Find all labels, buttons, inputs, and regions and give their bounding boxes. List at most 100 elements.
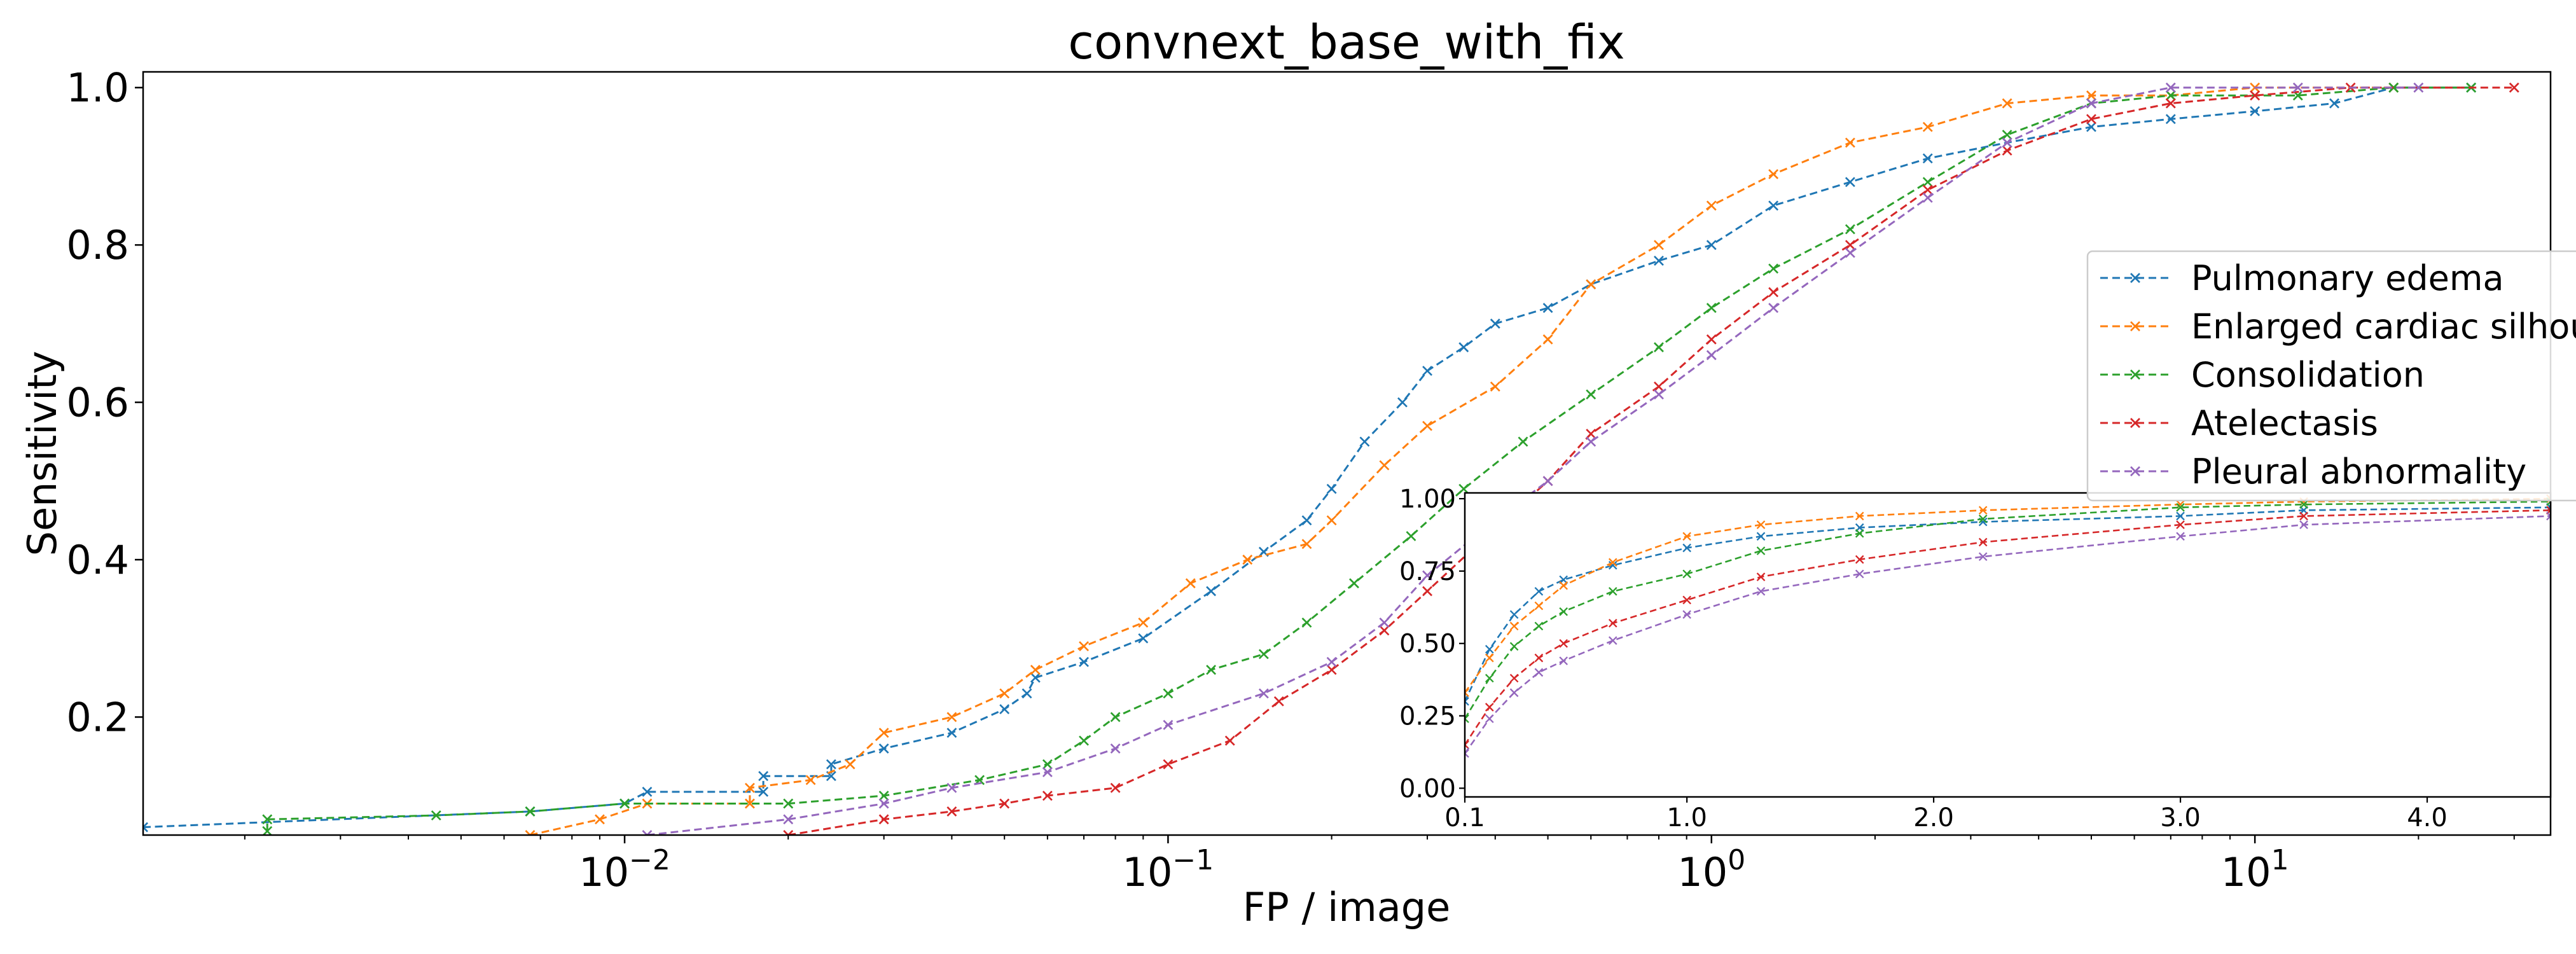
legend-label: Atelectasis xyxy=(2191,403,2378,443)
main-point-marker xyxy=(758,787,769,797)
legend: Pulmonary edema Enlarged cardiac silhouet… xyxy=(2086,250,2576,502)
legend-marker xyxy=(2130,466,2140,476)
main-point-marker xyxy=(758,771,769,782)
x-tick-label: 10−2 xyxy=(579,844,670,895)
inset-point-marker xyxy=(1534,668,1544,677)
inset-x-tick-label: 2.0 xyxy=(1913,803,1954,833)
y-tick-label: 0.2 xyxy=(66,694,129,740)
inset-point-marker xyxy=(1855,569,1864,579)
main-point-marker xyxy=(744,782,755,793)
main-point-marker xyxy=(1326,665,1337,675)
legend-items: Pulmonary edema Enlarged cardiac silhouet… xyxy=(2100,258,2576,492)
main-point-marker xyxy=(878,743,889,754)
main-point-marker xyxy=(2165,82,2176,93)
inset-point-marker xyxy=(1756,546,1766,555)
main-point-marker xyxy=(1458,342,1469,352)
main-point-marker xyxy=(2165,114,2176,125)
inset-point-marker xyxy=(1608,636,1617,645)
chart-title: convnext_base_with_fix xyxy=(1068,15,1624,70)
inset-point-marker xyxy=(2176,511,2185,521)
main-point-marker xyxy=(1206,586,1217,597)
main-point-marker xyxy=(1110,712,1121,722)
main-point-marker xyxy=(1845,137,1855,148)
main-point-marker xyxy=(878,798,889,809)
main-point-marker xyxy=(1079,735,1090,746)
main-point-marker xyxy=(946,782,957,793)
main-point-marker xyxy=(1706,334,1717,345)
main-point-marker xyxy=(1422,586,1433,597)
inset-point-marker xyxy=(1855,511,1864,521)
legend-item-consolidation: Consolidation xyxy=(2100,355,2425,395)
main-point-marker xyxy=(1021,688,1032,699)
main-point-marker xyxy=(878,728,889,738)
inset-point-marker xyxy=(1485,653,1494,663)
inset-point-marker xyxy=(1559,639,1568,648)
main-point-marker xyxy=(1922,184,1933,195)
inset-point-marker xyxy=(1485,645,1494,654)
main-point-marker xyxy=(1349,578,1359,589)
inset-plot-frame xyxy=(1464,492,2552,798)
main-point-marker xyxy=(1242,555,1253,565)
legend-label: Consolidation xyxy=(2191,355,2425,395)
main-point-marker xyxy=(1030,665,1041,675)
inset-x-tick-label: 0.1 xyxy=(1444,803,1485,833)
inset-point-marker xyxy=(1509,688,1519,697)
inset-point-marker xyxy=(1465,714,1469,723)
x-tick-label: 10−1 xyxy=(1123,844,1214,895)
legend-item-atelectasis: Atelectasis xyxy=(2100,403,2378,443)
main-point-marker xyxy=(1845,177,1855,188)
main-point-marker xyxy=(1258,649,1269,660)
inset-x-tick-label: 3.0 xyxy=(2160,803,2201,833)
main-point-marker xyxy=(1422,570,1433,581)
main-point-marker xyxy=(1030,672,1041,683)
main-point-marker xyxy=(642,787,653,797)
main-point-marker xyxy=(1406,530,1416,541)
main-point-marker xyxy=(2509,82,2519,93)
inset-y-tick-label: 0.75 xyxy=(1399,557,1456,586)
main-point-marker xyxy=(1163,688,1174,699)
main-point-marker xyxy=(262,826,273,835)
inset-point-marker xyxy=(1534,586,1544,596)
inset-point-marker xyxy=(1534,653,1544,663)
main-point-marker xyxy=(2250,90,2261,101)
y-tick-label: 0.6 xyxy=(66,380,129,426)
main-line-pulmonary-edema xyxy=(143,86,2472,829)
main-point-marker xyxy=(525,806,536,817)
inset-point-marker xyxy=(1756,520,1766,529)
inset-point-marker xyxy=(1559,581,1568,590)
inset-point-marker xyxy=(1978,515,1988,523)
main-point-marker xyxy=(878,814,889,825)
main-point-marker xyxy=(783,830,794,835)
main-point-marker xyxy=(1042,791,1053,801)
main-point-marker xyxy=(1458,483,1469,494)
main-point-marker xyxy=(783,814,794,825)
legend-item-enlarged-cardiac-silhouette: Enlarged cardiac silhouette xyxy=(2100,307,2576,347)
main-point-marker xyxy=(262,814,273,825)
inset-point-marker xyxy=(2299,500,2308,509)
main-point-marker xyxy=(1379,618,1390,628)
inset-series-group xyxy=(1465,494,2551,758)
inset-point-marker xyxy=(2299,520,2308,529)
y-tick-label: 0.8 xyxy=(66,222,129,268)
main-point-marker xyxy=(1163,759,1174,770)
main-point-marker xyxy=(1301,539,1312,550)
inset-point-marker xyxy=(2546,511,2551,521)
main-point-marker xyxy=(1768,200,1779,211)
y-tick-label: 1.0 xyxy=(66,65,129,111)
inset-point-marker xyxy=(1756,572,1766,581)
main-point-marker xyxy=(946,712,957,722)
inset-point-marker xyxy=(1509,674,1519,683)
x-axis-label: FP / image xyxy=(1243,884,1450,930)
main-point-marker xyxy=(805,775,816,785)
main-point-marker xyxy=(2165,90,2176,101)
inset-point-marker xyxy=(1682,543,1691,553)
main-point-marker xyxy=(2086,98,2096,109)
main-point-marker xyxy=(2002,137,2012,148)
inset-point-marker xyxy=(1559,656,1568,665)
main-point-marker xyxy=(1273,696,1284,707)
main-point-marker xyxy=(1654,240,1664,251)
main-point-marker xyxy=(1422,366,1433,377)
main-point-marker xyxy=(1379,625,1390,636)
main-point-marker xyxy=(1138,618,1149,628)
